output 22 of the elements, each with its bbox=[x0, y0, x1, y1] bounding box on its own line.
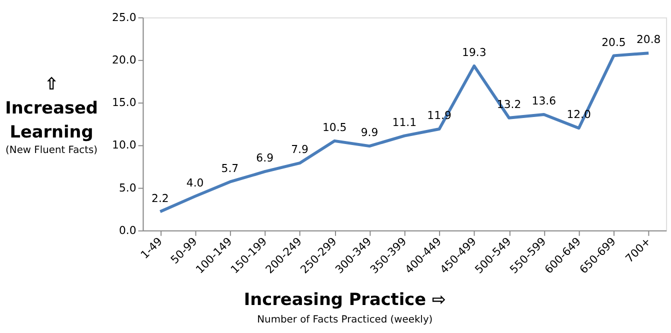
data-label: 4.0 bbox=[186, 176, 204, 190]
y-axis-title: ⇧ Increased Learning bbox=[5, 74, 98, 142]
y-tick-label: 25.0 bbox=[112, 10, 136, 24]
y-tick-label: 15.0 bbox=[112, 96, 136, 110]
data-label: 20.8 bbox=[636, 33, 661, 46]
data-label: 20.5 bbox=[602, 36, 626, 49]
y-tick-label: 5.0 bbox=[118, 181, 136, 194]
data-label: 6.9 bbox=[256, 152, 274, 165]
x-axis-title: Increasing Practice ⇨ bbox=[244, 288, 446, 309]
data-label: 11.1 bbox=[392, 116, 417, 129]
data-label: 5.7 bbox=[221, 162, 239, 175]
data-label: 19.3 bbox=[462, 46, 486, 59]
y-tick-label: 10.0 bbox=[112, 138, 136, 152]
data-label: 7.9 bbox=[291, 143, 308, 156]
data-label: 2.2 bbox=[152, 192, 169, 205]
data-label: 13.6 bbox=[532, 94, 556, 108]
y-tick-label: 0.0 bbox=[118, 224, 136, 237]
data-label: 9.9 bbox=[360, 126, 378, 140]
text: (New Fluent Facts) bbox=[6, 145, 98, 156]
y-tick-label: 20.0 bbox=[112, 53, 136, 66]
data-label: 10.5 bbox=[322, 121, 347, 134]
text: Number of Facts Practiced (weekly) bbox=[257, 314, 433, 326]
